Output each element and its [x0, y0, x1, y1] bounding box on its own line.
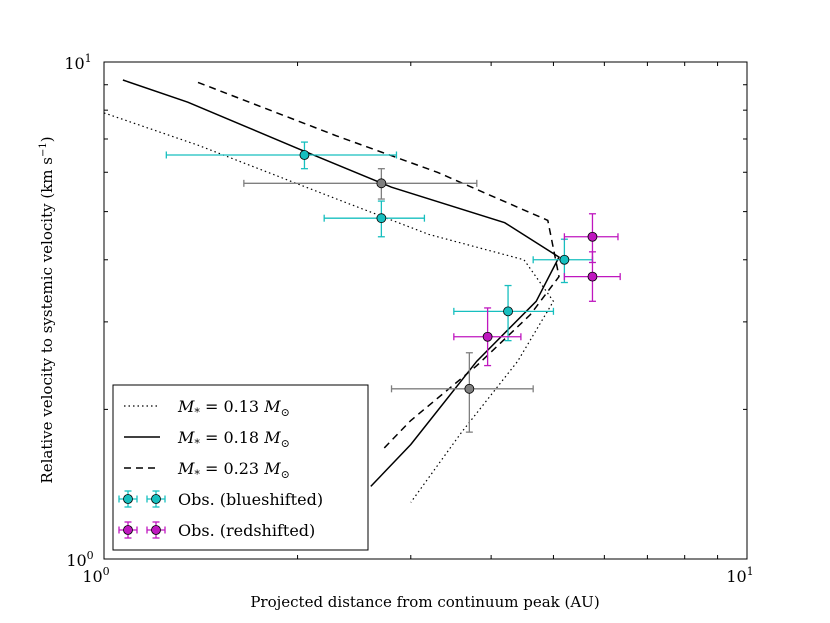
x-tick-label-10: 101 — [726, 565, 753, 586]
legend-label-model-018: M* = 0.18 M⊙ — [177, 428, 290, 450]
data-point-1-0 — [563, 213, 619, 264]
data-point-gray-0 — [243, 168, 478, 200]
legend-dot — [151, 525, 161, 535]
legend-dot — [123, 525, 133, 535]
legend-dot — [123, 494, 133, 504]
data-point-0-3 — [453, 284, 555, 342]
legend-marker-redshifted — [118, 521, 166, 539]
data-point-1-2 — [453, 307, 522, 367]
axis-ticks — [104, 62, 747, 559]
data-point-0-0 — [165, 141, 398, 170]
legend-label-model-023: M* = 0.23 M⊙ — [177, 459, 290, 481]
data-marker — [587, 271, 598, 282]
data-marker — [503, 306, 513, 317]
observation-points — [165, 141, 621, 433]
y-tick-label-1: 100 — [66, 549, 93, 570]
data-marker — [376, 178, 387, 189]
legend-marker-blueshifted — [118, 490, 166, 508]
legend-dot — [151, 494, 161, 504]
data-marker — [464, 383, 475, 394]
model-curve-solid — [122, 79, 560, 487]
data-point-0-2 — [532, 238, 594, 284]
data-point-0-1 — [323, 200, 426, 238]
y-axis-label: Relative velocity to systemic velocity (… — [38, 136, 56, 483]
legend-label-redshifted: Obs. (redshifted) — [178, 521, 315, 540]
model-curve-dotted — [103, 112, 555, 503]
data-point-1-1 — [563, 251, 621, 302]
legend-label-blueshifted: Obs. (blueshifted) — [178, 490, 323, 509]
data-marker — [587, 231, 598, 242]
x-tick-label-1: 100 — [82, 565, 109, 586]
legend-label-model-013: M* = 0.13 M⊙ — [177, 397, 290, 419]
plot-frame — [103, 61, 748, 560]
data-marker — [376, 213, 387, 224]
y-tick-label-10: 101 — [64, 52, 91, 73]
x-axis-label: Projected distance from continuum peak (… — [250, 593, 599, 611]
data-marker — [482, 331, 493, 342]
data-marker — [299, 150, 310, 160]
model-curve-dashed — [197, 81, 560, 452]
data-marker — [559, 254, 570, 265]
data-point-gray-1 — [390, 352, 534, 433]
legend: M* = 0.13 M⊙ M* = 0.18 M⊙ M* = 0.23 M⊙ O… — [112, 384, 369, 551]
model-curves — [103, 79, 560, 503]
